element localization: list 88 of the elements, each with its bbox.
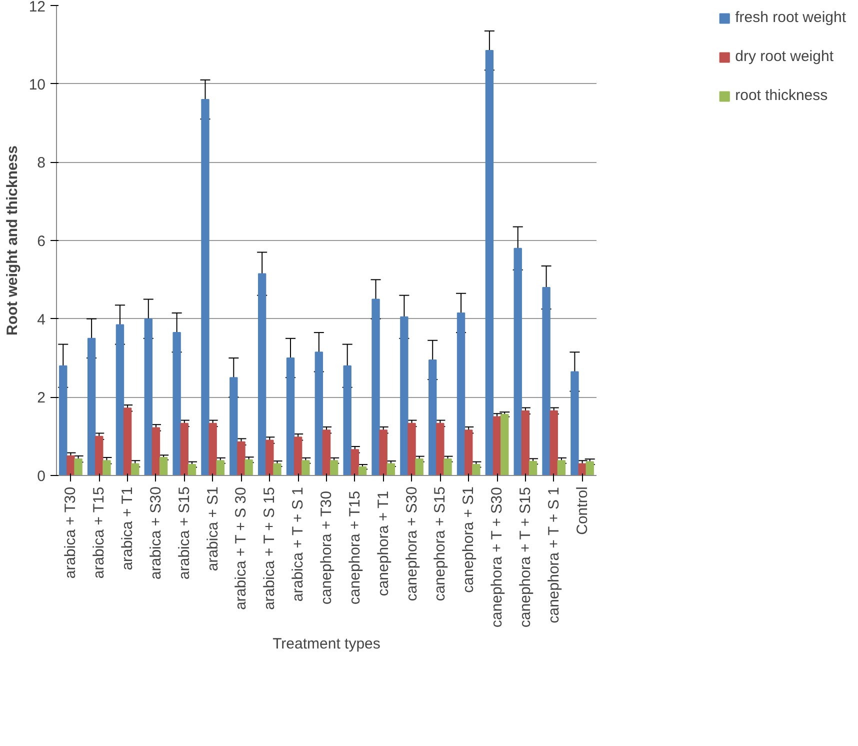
x-tick-label: arabica + S15 — [176, 486, 193, 580]
bar — [400, 316, 408, 476]
x-tick-label: Control — [574, 486, 591, 535]
bar — [244, 459, 253, 476]
bar — [386, 463, 396, 476]
bar — [528, 460, 538, 476]
bar — [428, 359, 437, 476]
bar — [180, 422, 188, 476]
bar — [216, 460, 224, 476]
bar — [172, 332, 181, 476]
bar — [350, 449, 360, 476]
bar — [444, 458, 452, 476]
bar — [116, 324, 124, 476]
y-tick-label: 2 — [37, 390, 46, 407]
x-tick-label: arabica + T + S 1 — [290, 487, 307, 602]
x-tick-label: arabica + T + S 30 — [232, 487, 250, 610]
bar — [521, 410, 530, 476]
bar — [343, 365, 352, 476]
bar — [330, 460, 338, 476]
bar — [59, 365, 68, 476]
y-tick-label: 6 — [37, 233, 46, 250]
bar — [302, 460, 310, 476]
bar — [208, 422, 217, 476]
bar — [144, 318, 152, 476]
bar — [159, 456, 168, 476]
bar — [314, 352, 324, 476]
x-tick-label: arabica + T15 — [90, 486, 108, 579]
x-tick-label: canephora + S30 — [403, 486, 420, 602]
x-tick-label: arabica + S30 — [147, 486, 164, 580]
bar — [95, 436, 104, 476]
legend-label: root thickness — [735, 87, 828, 104]
bar — [201, 99, 210, 476]
bar — [514, 248, 522, 476]
x-tick-label: canephora + T + S30 — [488, 487, 506, 628]
bar — [500, 414, 509, 476]
x-tick-label: canephora + T15 — [346, 490, 364, 604]
bar — [230, 377, 238, 476]
bar — [188, 464, 196, 476]
x-axis-title: Treatment types — [272, 635, 380, 652]
bar — [570, 371, 579, 476]
bar — [102, 460, 111, 476]
x-tick-label: canephora + T + S15 — [516, 487, 534, 628]
x-tick-label: canephora + T30 — [318, 490, 335, 604]
x-tick-label: canephora + S15 — [432, 486, 449, 602]
bar — [74, 458, 82, 476]
bar — [456, 312, 466, 476]
bar — [294, 436, 302, 476]
bar — [286, 358, 295, 476]
legend-label: dry root weight — [735, 48, 834, 65]
bar — [492, 416, 502, 476]
bar — [379, 430, 388, 476]
bar — [273, 463, 282, 476]
bar — [550, 410, 558, 476]
bar — [542, 287, 550, 476]
x-tick-label: canephora + T1 — [374, 490, 392, 596]
bar — [66, 455, 75, 476]
bar — [123, 408, 132, 476]
x-tick-label: arabica + T1 — [119, 486, 136, 570]
bar — [578, 463, 586, 476]
bar — [415, 458, 424, 476]
x-tick-label: arabica + T30 — [62, 486, 80, 579]
bar — [586, 461, 594, 476]
bar — [258, 273, 266, 476]
x-tick-label: arabica + T + S 15 — [261, 487, 278, 610]
x-tick-label: canephora + T + S 1 — [545, 487, 562, 624]
y-tick-label: 10 — [28, 76, 46, 94]
y-tick-label: 8 — [37, 154, 46, 172]
bar — [358, 466, 367, 476]
bar — [266, 440, 274, 476]
bar — [131, 463, 140, 476]
bar — [152, 427, 160, 476]
bar — [372, 298, 380, 476]
y-axis-title: Root weight and thickness — [4, 145, 21, 336]
bar — [87, 338, 96, 476]
x-tick-label: canephora + S1 — [460, 486, 478, 593]
y-tick-label: 0 — [37, 468, 46, 485]
bar — [237, 441, 246, 476]
bar — [485, 50, 494, 476]
bar — [436, 422, 444, 476]
bar — [408, 422, 416, 476]
y-tick-label: 4 — [37, 311, 46, 328]
y-tick-label: 12 — [28, 0, 46, 16]
bar — [472, 464, 480, 476]
bar — [464, 430, 473, 476]
bar — [322, 430, 331, 476]
legend-label: fresh root weight — [735, 9, 846, 26]
x-tick-label: arabica + S1 — [204, 486, 222, 572]
bar — [557, 460, 566, 476]
